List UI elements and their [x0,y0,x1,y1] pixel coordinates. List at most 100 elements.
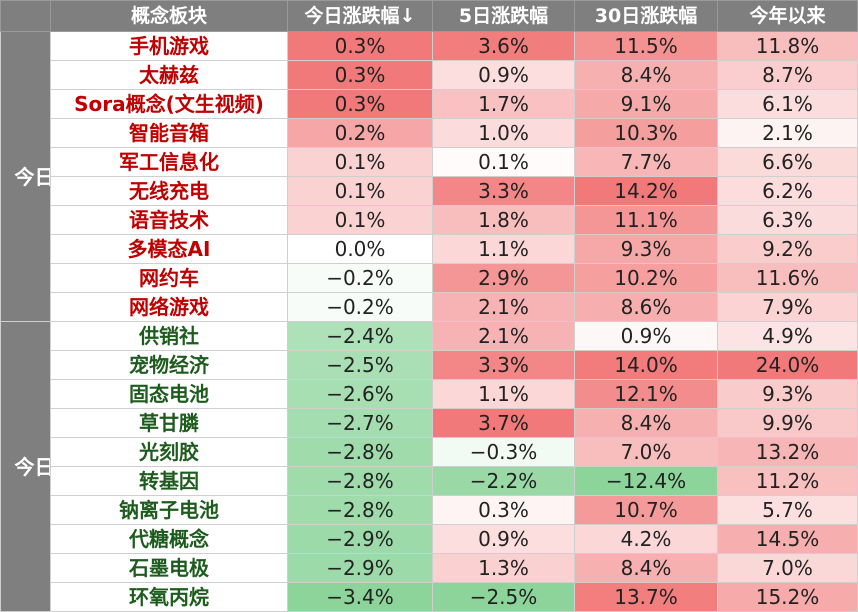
concept-name[interactable]: 网络游戏 [50,292,288,322]
cell-d30: 8.4% [574,408,718,438]
table-row: 宠物经济 −2.5% 3.3% 14.0% 24.0% [1,350,858,380]
cell-d5: −0.3% [432,437,575,467]
cell-today: −0.2% [287,292,433,322]
concept-name[interactable]: 环氧丙烷 [50,582,288,612]
table-row: 转基因 −2.8% −2.2% −12.4% 11.2% [1,466,858,496]
cell-d5: 0.1% [432,147,575,177]
concept-name[interactable]: 宠物经济 [50,350,288,380]
header-5day-change[interactable]: 5日涨跌幅 [432,0,575,32]
cell-ytd: 5.7% [717,495,858,525]
concept-name[interactable]: 供销社 [50,321,288,351]
cell-d5: 2.1% [432,321,575,351]
cell-d5: 2.9% [432,263,575,293]
cell-ytd: 9.3% [717,379,858,409]
cell-d30: 9.1% [574,89,718,119]
cell-d5: 3.7% [432,408,575,438]
group-label-top-gainers: 今日涨幅前十 [0,31,51,322]
group-label-top-losers: 今日跌幅前十 [0,321,51,612]
cell-today: −2.6% [287,379,433,409]
cell-d30: 10.3% [574,118,718,148]
cell-today: −2.4% [287,321,433,351]
group-label-text: 今日涨幅前十 [14,164,50,189]
cell-d5: −2.5% [432,582,575,612]
cell-d5: 3.6% [432,31,575,61]
header-concept[interactable]: 概念板块 [50,0,288,32]
cell-d30: 7.7% [574,147,718,177]
cell-d30: 8.6% [574,292,718,322]
cell-today: −3.4% [287,582,433,612]
table-row: 智能音箱 0.2% 1.0% 10.3% 2.1% [1,118,858,148]
concept-name[interactable]: 转基因 [50,466,288,496]
table-row: 太赫兹 0.3% 0.9% 8.4% 8.7% [1,60,858,90]
cell-d30: 12.1% [574,379,718,409]
cell-d5: 0.9% [432,524,575,554]
cell-ytd: 9.2% [717,234,858,264]
concept-name[interactable]: 多模态AI [50,234,288,264]
cell-ytd: 24.0% [717,350,858,380]
table-row: Sora概念(文生视频) 0.3% 1.7% 9.1% 6.1% [1,89,858,119]
header-today-change[interactable]: 今日涨跌幅↓ [287,0,433,32]
concept-name[interactable]: 代糖概念 [50,524,288,554]
cell-today: 0.1% [287,176,433,206]
cell-ytd: 7.0% [717,553,858,583]
table-row: 今日涨幅前十手机游戏0.3%3.6%11.5%11.8% [0,31,858,322]
header-30day-change[interactable]: 30日涨跌幅 [574,0,718,32]
header-ytd-change[interactable]: 今年以来 [717,0,858,32]
table-row: 今日跌幅前十供销社−2.4%2.1%0.9%4.9% [0,321,858,612]
table-row: 网约车 −0.2% 2.9% 10.2% 11.6% [1,263,858,293]
cell-d5: 1.1% [432,379,575,409]
cell-d30: 11.5% [574,31,718,61]
concept-name[interactable]: 钠离子电池 [50,495,288,525]
cell-today: −2.7% [287,408,433,438]
cell-today: −2.9% [287,524,433,554]
cell-d5: 3.3% [432,350,575,380]
cell-ytd: 4.9% [717,321,858,351]
cell-ytd: 6.6% [717,147,858,177]
concept-name[interactable]: 太赫兹 [50,60,288,90]
cell-d5: 1.1% [432,234,575,264]
cell-today: −2.5% [287,350,433,380]
cell-d30: 7.0% [574,437,718,467]
concept-name[interactable]: 无线充电 [50,176,288,206]
concept-name[interactable]: 石墨电极 [50,553,288,583]
cell-ytd: 11.8% [717,31,858,61]
header-corner [0,0,51,32]
cell-ytd: 14.5% [717,524,858,554]
cell-d5: 1.0% [432,118,575,148]
cell-today: 0.3% [287,31,433,61]
concept-name[interactable]: Sora概念(文生视频) [50,89,288,119]
table-row: 草甘膦 −2.7% 3.7% 8.4% 9.9% [1,408,858,438]
concept-name[interactable]: 固态电池 [50,379,288,409]
cell-today: −2.8% [287,466,433,496]
cell-ytd: 13.2% [717,437,858,467]
cell-d30: 13.7% [574,582,718,612]
cell-d5: 1.8% [432,205,575,235]
table-row: 网络游戏 −0.2% 2.1% 8.6% 7.9% [1,292,858,322]
table-row: 无线充电 0.1% 3.3% 14.2% 6.2% [1,176,858,206]
cell-d30: 10.2% [574,263,718,293]
concept-name[interactable]: 草甘膦 [50,408,288,438]
concept-name[interactable]: 语音技术 [50,205,288,235]
cell-ytd: 2.1% [717,118,858,148]
concept-name[interactable]: 军工信息化 [50,147,288,177]
cell-ytd: 7.9% [717,292,858,322]
cell-ytd: 11.6% [717,263,858,293]
cell-d5: 2.1% [432,292,575,322]
concept-name[interactable]: 光刻胶 [50,437,288,467]
table-row: 军工信息化 0.1% 0.1% 7.7% 6.6% [1,147,858,177]
cell-d30: 14.2% [574,176,718,206]
cell-d30: 10.7% [574,495,718,525]
concept-name[interactable]: 网约车 [50,263,288,293]
table-row: 环氧丙烷 −3.4% −2.5% 13.7% 15.2% [1,582,858,612]
cell-ytd: 15.2% [717,582,858,612]
cell-d30: 0.9% [574,321,718,351]
cell-ytd: 6.1% [717,89,858,119]
cell-d5: −2.2% [432,466,575,496]
table-row: 固态电池 −2.6% 1.1% 12.1% 9.3% [1,379,858,409]
cell-today: 0.3% [287,89,433,119]
table-row: 代糖概念 −2.9% 0.9% 4.2% 14.5% [1,524,858,554]
concept-name[interactable]: 手机游戏 [50,31,288,61]
concept-name[interactable]: 智能音箱 [50,118,288,148]
table-row: 光刻胶 −2.8% −0.3% 7.0% 13.2% [1,437,858,467]
